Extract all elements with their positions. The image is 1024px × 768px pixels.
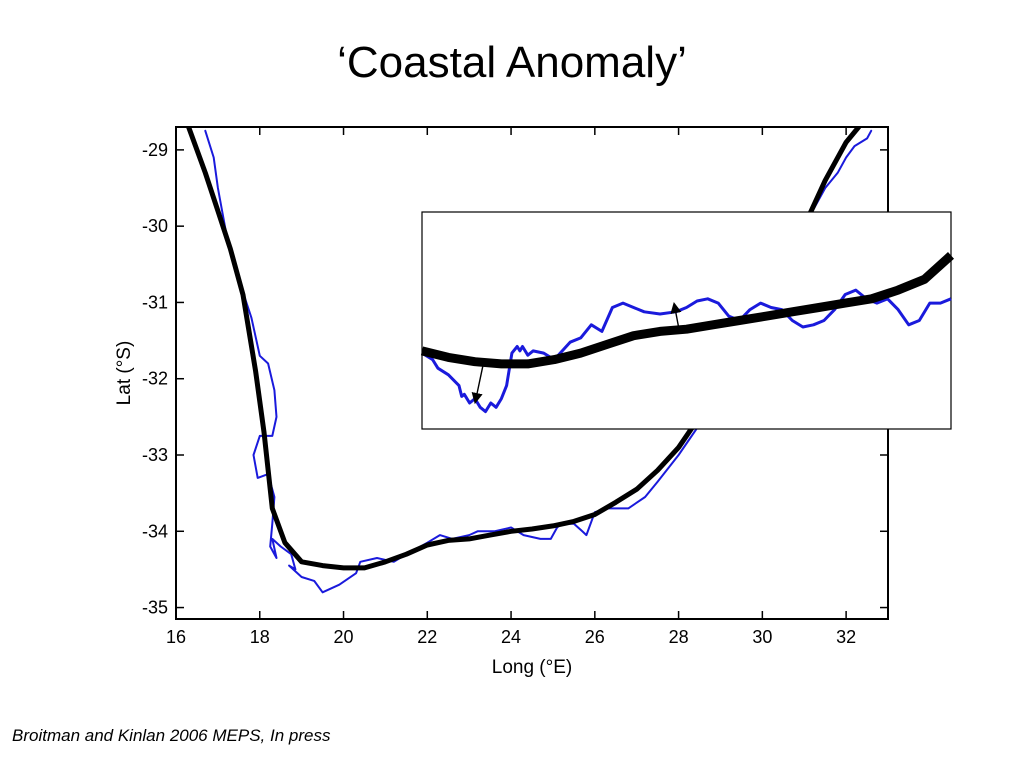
y-tick-label: -31 <box>142 292 168 312</box>
x-tick-label: 24 <box>501 627 521 647</box>
anomaly-arrow-up <box>670 301 682 328</box>
x-tick-label: 28 <box>669 627 689 647</box>
x-tick-label: 20 <box>334 627 354 647</box>
y-tick-label: -34 <box>142 521 168 541</box>
anomaly-arrow-down <box>471 365 484 405</box>
inset-smoothed-line <box>420 252 955 369</box>
x-tick-label: 22 <box>417 627 437 647</box>
y-tick-label: -33 <box>142 445 168 465</box>
x-tick-label: 16 <box>166 627 186 647</box>
x-tick-label: 30 <box>752 627 772 647</box>
y-tick-label: -32 <box>142 369 168 389</box>
slide-title: ‘Coastal Anomaly’ <box>337 38 687 87</box>
y-tick-label: -29 <box>142 140 168 160</box>
x-tick-label: 32 <box>836 627 856 647</box>
y-tick-label: -30 <box>142 216 168 236</box>
inset-coastline <box>421 288 952 414</box>
x-tick-label: 26 <box>585 627 605 647</box>
x-axis-label: Long (°E) <box>492 657 572 678</box>
inset-zoom <box>420 211 955 430</box>
y-axis-label: Lat (°S) <box>114 341 135 406</box>
y-tick-label: -35 <box>142 598 168 618</box>
x-tick-label: 18 <box>250 627 270 647</box>
citation: Broitman and Kinlan 2006 MEPS, In press <box>12 726 331 745</box>
inset-frame <box>421 211 952 430</box>
coastal-anomaly-chart: 16 18 20 22 24 26 28 30 32 -35 -34 -33 -32 -31 -30 -29 L… <box>114 126 955 678</box>
